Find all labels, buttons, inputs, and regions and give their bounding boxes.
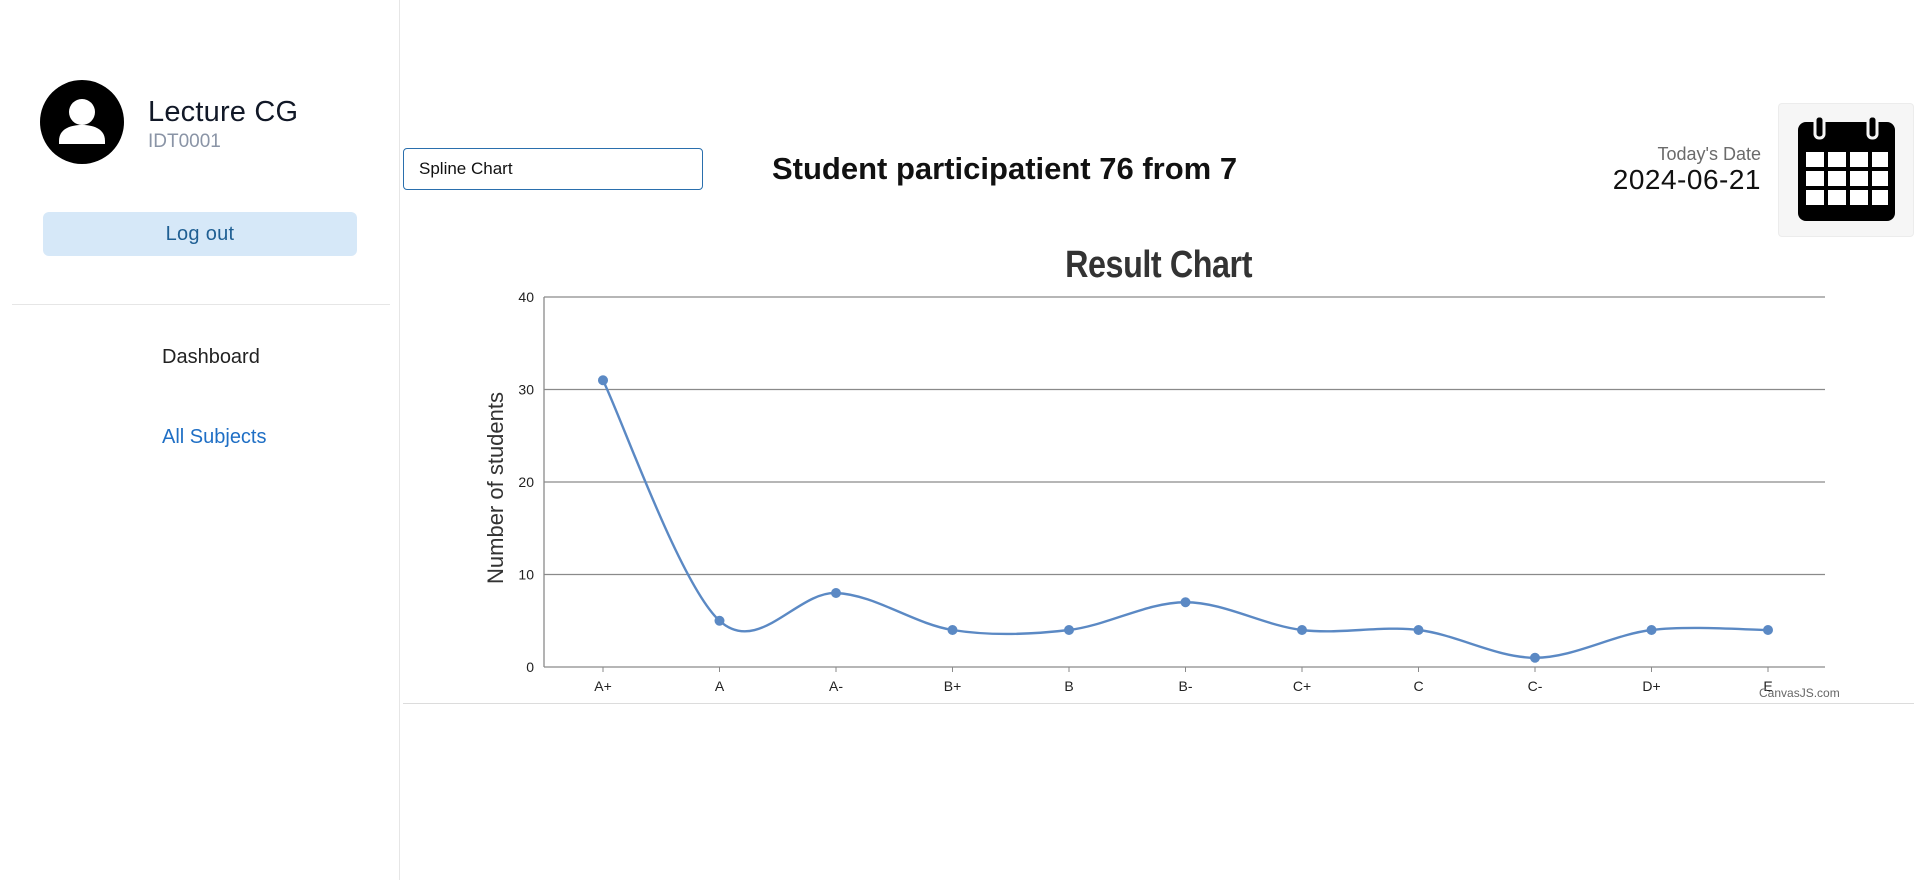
data-point — [1413, 625, 1424, 635]
x-tick-label: E — [1763, 678, 1772, 694]
data-point — [1297, 625, 1307, 635]
chart-credit: CanvasJS.com — [1759, 686, 1840, 700]
user-name: Lecture CG — [148, 96, 299, 128]
x-tick-label: C- — [1528, 678, 1543, 694]
sidebar: Lecture CG IDT0001 Log out Dashboard All… — [0, 0, 400, 880]
data-point — [831, 588, 841, 598]
x-tick-label: A- — [829, 678, 843, 694]
data-point — [598, 375, 608, 386]
data-point — [1646, 625, 1657, 635]
nav-item-all-subjects[interactable]: All Subjects — [162, 426, 267, 448]
y-tick-label: 30 — [518, 382, 534, 398]
x-tick-label: C+ — [1293, 678, 1311, 694]
result-chart: Result Chart 0 10 20 30 40 A+ A A- B+ B B- C+ C C- D+ E… — [403, 240, 1914, 704]
y-tick-label: 40 — [518, 289, 534, 305]
data-point — [1180, 597, 1191, 608]
data-point — [1530, 652, 1540, 663]
user-id: IDT0001 — [148, 131, 221, 152]
x-tick-label: B — [1064, 678, 1073, 694]
x-tick-label: B- — [1179, 678, 1193, 694]
date-value: 2024-06-21 — [1612, 164, 1761, 195]
x-tick-label: A+ — [594, 678, 612, 694]
calendar-button[interactable] — [1778, 103, 1914, 237]
x-tick-label: C — [1413, 678, 1423, 694]
y-axis-title: Number of students — [483, 392, 508, 584]
y-tick-label: 20 — [518, 474, 534, 490]
y-tick-label: 10 — [518, 567, 534, 583]
y-tick-label: 0 — [526, 659, 534, 675]
chart-type-select[interactable]: Spline Chart — [403, 148, 703, 190]
logout-button[interactable]: Log out — [43, 212, 357, 256]
participation-heading: Student participatient 76 from 7 — [772, 151, 1238, 186]
x-tick-label: D+ — [1642, 678, 1660, 694]
data-point — [947, 625, 958, 635]
sidebar-divider — [12, 304, 390, 305]
data-point — [1763, 625, 1773, 635]
nav-item-dashboard[interactable]: Dashboard — [162, 346, 260, 368]
data-point — [714, 615, 725, 626]
data-point — [1064, 625, 1074, 635]
x-tick-label: B+ — [944, 678, 962, 694]
chart-plot: 0 10 20 30 40 A+ A A- B+ B B- C+ C C- D+ E Number of stu… — [483, 289, 1825, 694]
user-avatar-icon — [40, 80, 124, 164]
series-line — [601, 379, 1769, 659]
chart-title: Result Chart — [1065, 244, 1253, 286]
date-label: Today's Date — [1657, 144, 1762, 164]
x-tick-label: A — [715, 678, 725, 694]
calendar-icon — [1798, 114, 1895, 221]
